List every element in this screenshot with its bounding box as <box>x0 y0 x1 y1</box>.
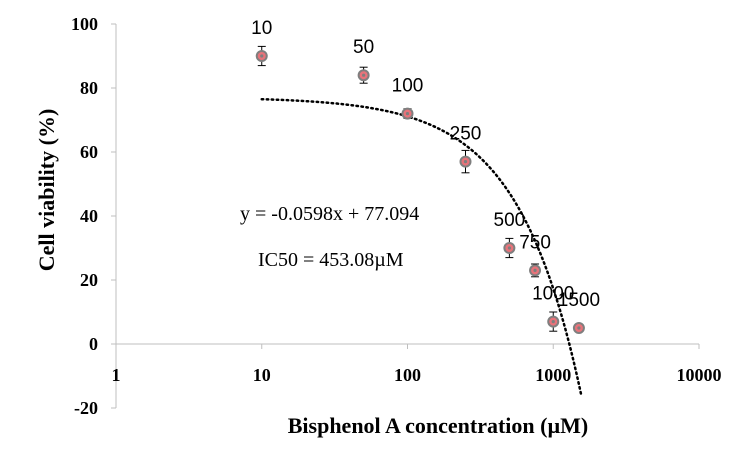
y-axis-title: Cell viability (%) <box>34 109 59 272</box>
data-point-center <box>362 73 366 77</box>
data-label: 1000 <box>532 284 574 305</box>
data-label: 10 <box>251 18 272 39</box>
trendline-group <box>260 97 583 398</box>
data-point-center <box>260 54 264 58</box>
y-tick-label: 80 <box>80 78 98 98</box>
data-point-center <box>463 160 468 164</box>
annotation-ic50: IC50 = 453.08µM <box>258 249 404 271</box>
y-tick-label: -20 <box>74 398 98 418</box>
x-tick-label: 1 <box>112 365 121 385</box>
data-point-center <box>405 112 410 116</box>
y-tick-label: 0 <box>89 334 98 354</box>
x-tick-label: 10000 <box>677 365 722 385</box>
data-point-center <box>577 326 581 330</box>
trendline <box>260 97 583 398</box>
data-point-center <box>507 246 511 250</box>
x-tick-label: 10 <box>253 365 271 385</box>
data-label: 50 <box>353 37 374 58</box>
y-tick-label: 100 <box>71 14 98 34</box>
x-tick-label: 100 <box>394 365 421 385</box>
data-label: 1500 <box>558 290 600 311</box>
annotation-equation: y = -0.0598x + 77.094 <box>240 203 419 225</box>
x-axis-title: Bisphenol A concentration (µM) <box>288 413 589 438</box>
data-points <box>255 45 585 334</box>
data-point-center <box>533 268 537 272</box>
y-tick-label: 40 <box>80 206 98 226</box>
y-tick-label: 60 <box>80 142 98 162</box>
data-point-center <box>551 320 555 324</box>
axes: -20 0 20 40 60 80 100 1 10 100 1000 10000 <box>71 14 722 418</box>
y-tick-label: 20 <box>80 270 98 290</box>
data-label: 100 <box>392 76 424 97</box>
data-label: 750 <box>519 232 551 253</box>
data-label: 500 <box>494 210 526 231</box>
data-label: 250 <box>450 124 482 145</box>
x-tick-label: 1000 <box>535 365 571 385</box>
